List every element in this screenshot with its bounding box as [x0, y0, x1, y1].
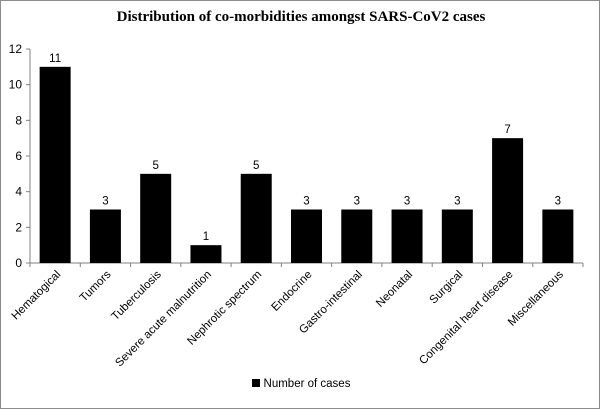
bar — [89, 209, 121, 263]
bar — [492, 138, 524, 263]
y-tick-label: 12 — [9, 42, 23, 56]
category-label: Endocrine — [270, 269, 315, 314]
category-label: Congenital heart disease — [417, 269, 515, 367]
category-label: Tumors — [78, 268, 114, 304]
data-label: 3 — [102, 196, 108, 208]
bar — [240, 173, 272, 263]
data-label: 11 — [49, 53, 61, 65]
chart-title: Distribution of co-morbidities amongst S… — [116, 9, 486, 25]
category-label: Neonatal — [374, 269, 415, 310]
bar — [341, 209, 373, 263]
y-tick-label: 8 — [15, 113, 22, 127]
y-tick-label: 0 — [15, 256, 22, 270]
y-tick-label: 10 — [9, 78, 23, 92]
data-label: 3 — [404, 196, 410, 208]
bar — [542, 209, 574, 263]
data-label: 5 — [253, 160, 259, 172]
bar — [140, 173, 172, 263]
legend-swatch — [251, 378, 260, 387]
bar — [441, 209, 473, 263]
bar — [391, 209, 423, 263]
legend: Number of cases — [1, 378, 600, 390]
category-label: Severe acute malnutrition — [113, 269, 214, 370]
bar — [291, 209, 322, 263]
data-label: 3 — [303, 196, 309, 208]
category-label: Hematogical — [10, 269, 64, 323]
bar — [39, 66, 71, 263]
data-label: 1 — [203, 231, 209, 243]
category-label: Tuberculosis — [110, 268, 164, 322]
y-tick-label: 4 — [15, 185, 22, 199]
category-label: Surgical — [428, 269, 466, 307]
y-tick-label: 6 — [15, 149, 22, 163]
legend-label: Number of cases — [263, 378, 351, 390]
data-label: 3 — [555, 196, 561, 208]
bar — [190, 245, 222, 263]
data-label: 3 — [454, 196, 460, 208]
data-label: 3 — [354, 196, 360, 208]
y-tick-label: 2 — [15, 220, 22, 234]
data-label: 7 — [504, 124, 510, 136]
data-label: 5 — [152, 160, 158, 172]
